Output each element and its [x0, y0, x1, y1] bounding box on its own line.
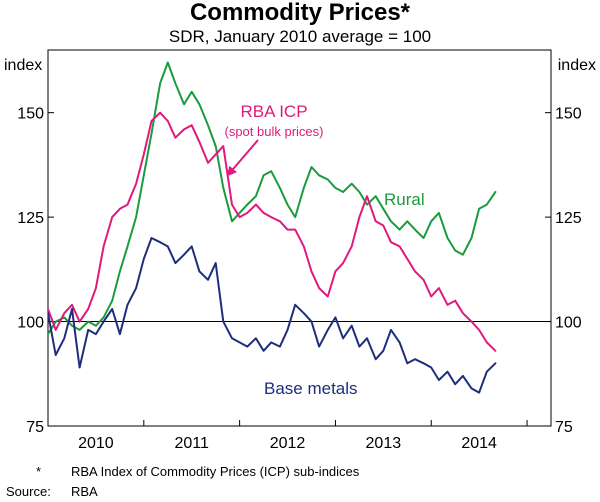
x-tick-label: 2012	[270, 435, 306, 452]
footnote-text: RBA Index of Commodity Prices (ICP) sub-…	[71, 464, 360, 479]
annotation-arrow	[226, 139, 259, 177]
plot-frame	[47, 49, 552, 427]
x-tick-label: 2010	[78, 435, 114, 452]
source-text: RBA	[71, 484, 98, 499]
series-line-base-metals	[48, 237, 497, 394]
chart-subtitle: SDR, January 2010 average = 100	[169, 27, 431, 46]
y-tick-label-right: 100	[555, 315, 582, 332]
y-tick-label-left: 150	[17, 106, 44, 123]
y-axis-label-left: index	[4, 57, 42, 74]
series-line-rba-icp	[48, 111, 497, 352]
y-tick-label-left: 100	[17, 315, 44, 332]
tick-layer: 75 75 100 100 125 125 150 150 2010 2011 2012 2013 20…	[17, 106, 582, 452]
annotation-base-metals: Base metals	[264, 379, 358, 398]
footnote-star: *	[36, 464, 41, 479]
annotation-rba-icp-sub: (spot bulk prices)	[225, 124, 324, 139]
y-tick-label-left: 125	[17, 210, 44, 227]
y-tick-label-right: 75	[555, 419, 573, 436]
x-tick-label: 2013	[366, 435, 402, 452]
series-layer	[48, 61, 497, 394]
chart-title: Commodity Prices*	[190, 0, 411, 26]
x-tick-label: 2011	[175, 435, 210, 452]
annotation-rural: Rural	[384, 190, 425, 209]
x-tick-label: 2014	[461, 435, 497, 452]
y-tick-label-right: 125	[555, 210, 582, 227]
y-axis-label-right: index	[558, 57, 596, 74]
annotation-rba-icp: RBA ICP	[240, 102, 307, 121]
source-label: Source:	[6, 484, 51, 499]
y-tick-label-right: 150	[555, 106, 582, 123]
y-tick-label-left: 75	[26, 419, 44, 436]
series-line-rural	[48, 61, 497, 336]
